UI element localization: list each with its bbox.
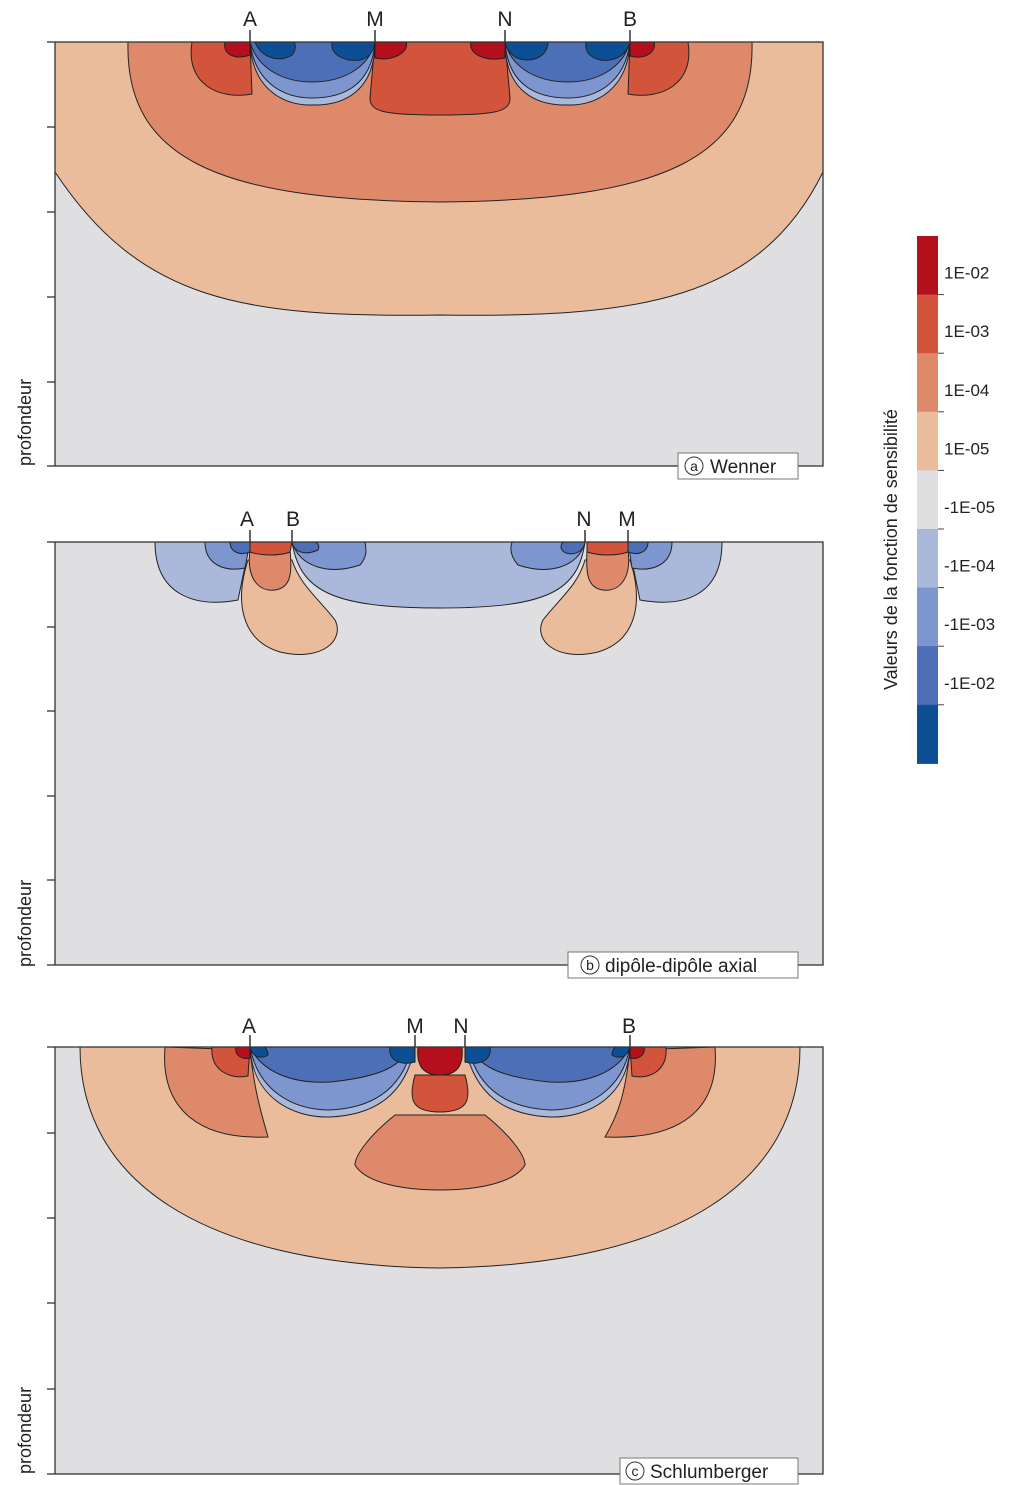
legend-swatch xyxy=(917,411,938,471)
dipole-contour-neg-1e-05-center xyxy=(291,542,586,609)
legend-title: Valeurs de la fonction de sensibilité xyxy=(881,409,901,690)
panel-letter: a xyxy=(690,458,698,474)
wenner-contour-neg-1e-02-m xyxy=(331,42,376,61)
schlumberger-contour-1e-03-center xyxy=(411,1074,469,1113)
panel-letter-circle xyxy=(625,1461,645,1481)
panel-wenner-frame xyxy=(54,41,824,467)
wenner-contour-1e-02-a xyxy=(224,42,251,58)
panel-dipole-frame xyxy=(54,541,824,966)
electrode-label: N xyxy=(497,8,512,31)
legend-swatch xyxy=(917,646,938,706)
legend-tick-label: 1E-02 xyxy=(944,264,989,283)
panel-schlumberger-frame xyxy=(54,1046,824,1475)
schlumberger-contour-neg-1e-02-left xyxy=(389,1047,416,1064)
wenner-depth-ticks xyxy=(47,41,55,467)
dipole-contour-neg-1e-03-n xyxy=(560,542,586,555)
schlumberger-depth-ticks xyxy=(47,1046,55,1475)
schlumberger-contour-1e-02-mn xyxy=(417,1047,463,1076)
legend-tick-label: 1E-03 xyxy=(944,322,989,341)
legend-swatch xyxy=(917,294,938,354)
panel-letter-circle xyxy=(580,955,600,975)
schlumberger-contour-neg-1e-02-b xyxy=(611,1047,631,1058)
electrode-label: M xyxy=(366,8,384,31)
legend-swatch xyxy=(917,470,938,530)
electrode-label: M xyxy=(406,1015,424,1038)
dipole-electrode-markers xyxy=(249,530,629,542)
schlumberger-electrode-markers xyxy=(249,1035,631,1047)
schlumberger-contour-1e-04-center xyxy=(354,1114,526,1191)
wenner-contour-1e-02-n xyxy=(470,42,506,60)
depth-axis-label: profondeur xyxy=(15,1387,35,1474)
legend-swatch xyxy=(917,529,938,589)
panel-dipole-background xyxy=(55,542,823,965)
electrode-label: A xyxy=(243,8,257,31)
wenner-contour-neg-1e-02-b xyxy=(585,42,631,61)
electrode-label: B xyxy=(623,8,637,31)
panel-schlumberger: A M N B profondeur c Schlumberger xyxy=(15,1015,824,1485)
electrode-label: N xyxy=(576,508,591,531)
legend-swatch xyxy=(917,236,938,296)
legend-tick-label: -1E-05 xyxy=(944,498,995,517)
legend-tick-label: -1E-04 xyxy=(944,557,995,576)
panel-wenner-caption: a Wenner xyxy=(677,452,799,480)
depth-axis-label: profondeur xyxy=(15,379,35,466)
legend-swatch xyxy=(917,353,938,413)
panel-letter: b xyxy=(586,957,594,973)
panel-letter: c xyxy=(632,1463,639,1479)
wenner-contour-neg-1e-02-n xyxy=(504,42,549,61)
wenner-contour-neg-1e-02-a xyxy=(254,42,296,60)
electrode-label: N xyxy=(453,1015,468,1038)
schlumberger-contour-neg-1e-02-a xyxy=(249,1047,269,1058)
legend-swatches xyxy=(917,236,938,764)
panel-dipole-caption: b dipôle-dipôle axial xyxy=(567,951,799,979)
electrode-label: B xyxy=(286,508,300,531)
wenner-contour-1e-03-center xyxy=(369,42,511,116)
legend-tick-label: -1E-02 xyxy=(944,674,995,693)
panel-letter-circle xyxy=(684,456,704,476)
depth-axis-label: profondeur xyxy=(15,880,35,967)
legend-tick-label: -1E-03 xyxy=(944,615,995,634)
legend-tick-label: 1E-05 xyxy=(944,439,989,458)
legend-swatch xyxy=(917,704,938,764)
electrode-label: B xyxy=(622,1015,636,1038)
dipole-contour-1e-03-nm xyxy=(586,542,629,556)
dipole-contour-1e-03-ab xyxy=(249,542,293,556)
dipole-contour-1e-04-right xyxy=(586,549,630,591)
legend-tick-label: 1E-04 xyxy=(944,381,989,400)
panel-dipole-dipole: A B N M profondeur b dipôle-dipôle axial xyxy=(15,508,824,979)
panel-schlumberger-caption: c Schlumberger xyxy=(619,1457,799,1485)
dipole-contour-1e-04-left xyxy=(248,549,292,591)
schlumberger-contour-neg-1e-03-right xyxy=(469,1047,631,1083)
dipole-contour-neg-1e-03-b xyxy=(291,542,320,554)
electrode-label: M xyxy=(618,508,636,531)
legend-swatch xyxy=(917,587,938,647)
panel-name: dipôle-dipôle axial xyxy=(605,956,757,977)
electrode-label: A xyxy=(242,1015,256,1038)
legend-ticks: 1E-02 1E-03 1E-04 1E-05 -1E-05 -1E-04 -1E-03 -1… xyxy=(938,264,995,706)
panel-name: Schlumberger xyxy=(650,1462,769,1483)
panel-wenner: A M N B profondeur a Wenner xyxy=(15,8,824,480)
panel-name: Wenner xyxy=(710,457,777,478)
dipole-depth-ticks xyxy=(47,541,55,966)
wenner-electrode-markers xyxy=(249,30,631,42)
schlumberger-contour-1e-02-a xyxy=(235,1047,251,1059)
electrode-label: A xyxy=(240,508,254,531)
color-legend: 1E-02 1E-03 1E-04 1E-05 -1E-05 -1E-04 -1E-03 -1… xyxy=(881,236,995,764)
